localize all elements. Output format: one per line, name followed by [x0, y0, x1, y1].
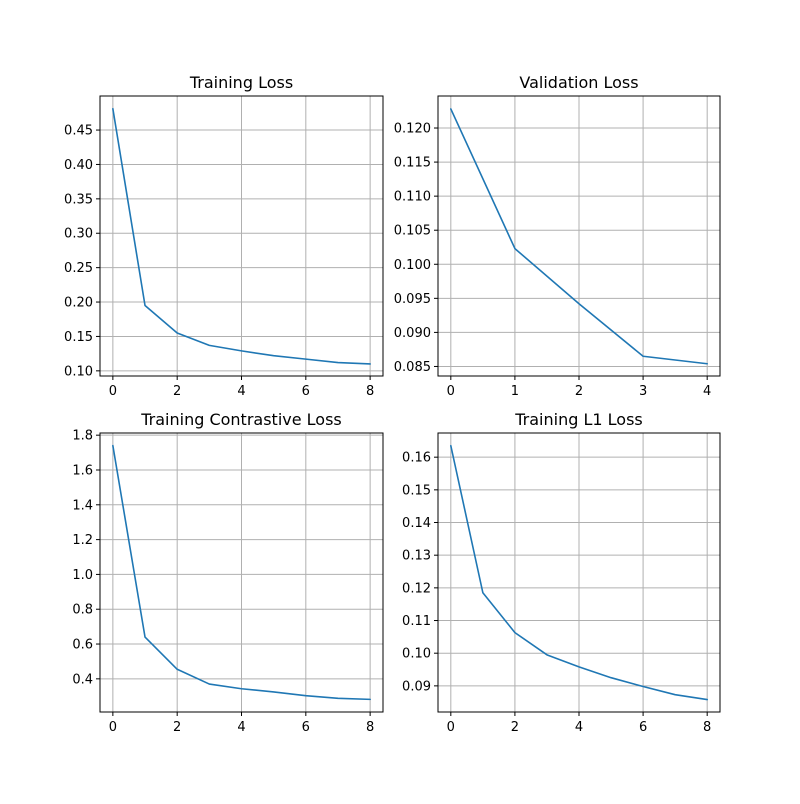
y-tick-label: 0.115 [394, 156, 431, 171]
grid-group [438, 96, 720, 376]
ticks-group: 0 2 4 6 8 0.10 0.15 0.20 0.25 0.30 0.35 0.40 0.45 [64, 124, 374, 399]
panel-training-contrastive-loss: 0 2 4 6 8 0.4 0.6 0.8 1.0 1.2 1.4 1.6 1.8 Training C… [72, 410, 384, 735]
x-tick-label: 8 [703, 720, 711, 735]
y-tick-label: 0.085 [394, 360, 431, 375]
x-tick-label: 4 [575, 720, 583, 735]
y-tick-label: 0.095 [394, 292, 431, 307]
y-tick-label: 0.20 [64, 296, 93, 311]
series-line [112, 107, 371, 365]
y-tick-label: 0.25 [64, 261, 93, 276]
x-tick-label: 4 [237, 720, 245, 735]
y-tick-label: 0.16 [402, 451, 431, 466]
panel-title: Validation Loss [519, 73, 638, 92]
x-tick-label: 2 [511, 720, 519, 735]
y-tick-label: 0.40 [64, 158, 93, 173]
y-tick-label: 1.0 [72, 568, 93, 583]
y-tick-label: 0.10 [64, 364, 93, 379]
y-tick-label: 0.11 [402, 614, 431, 629]
ticks-group: 0 2 4 6 8 0.09 0.10 0.11 0.12 0.13 0.14 0.15 0.16 [402, 451, 711, 735]
grid-group [438, 433, 720, 712]
y-tick-label: 0.45 [64, 124, 93, 139]
x-tick-label: 6 [302, 720, 310, 735]
y-tick-label: 0.15 [64, 330, 93, 345]
x-tick-label: 1 [511, 384, 519, 399]
panel-training-loss: 0 2 4 6 8 0.10 0.15 0.20 0.25 0.30 0.35 0.40 0.45 Tr… [64, 73, 384, 399]
x-tick-label: 3 [639, 384, 647, 399]
x-tick-label: 0 [447, 720, 455, 735]
y-tick-label: 0.09 [402, 679, 431, 694]
y-tick-label: 0.35 [64, 192, 93, 207]
x-tick-label: 0 [109, 384, 117, 399]
panel-title: Training L1 Loss [514, 410, 643, 429]
y-tick-label: 1.2 [72, 533, 93, 548]
y-tick-label: 0.110 [394, 190, 431, 205]
y-tick-label: 0.15 [402, 483, 431, 498]
y-tick-label: 1.6 [72, 463, 93, 478]
ticks-group: 0 2 4 6 8 0.4 0.6 0.8 1.0 1.2 1.4 1.6 1.8 [72, 429, 374, 735]
y-tick-label: 0.120 [394, 122, 431, 137]
y-tick-label: 0.090 [394, 326, 431, 341]
x-tick-label: 6 [302, 384, 310, 399]
grid-group [100, 433, 383, 712]
x-tick-label: 0 [447, 384, 455, 399]
x-tick-label: 8 [366, 720, 374, 735]
y-tick-label: 0.10 [402, 647, 431, 662]
y-tick-label: 0.6 [72, 638, 93, 653]
x-tick-label: 4 [237, 384, 245, 399]
series-line [450, 108, 708, 365]
panel-validation-loss: 0 1 2 3 4 0.085 0.090 0.095 0.100 0.105 0.110 0.115… [394, 73, 721, 399]
y-tick-label: 0.12 [402, 581, 431, 596]
series-line [450, 444, 708, 701]
x-tick-label: 8 [366, 384, 374, 399]
ticks-group: 0 1 2 3 4 0.085 0.090 0.095 0.100 0.105 0.110 0.115… [394, 122, 712, 399]
y-tick-label: 0.13 [402, 549, 431, 564]
y-tick-label: 0.30 [64, 227, 93, 242]
panel-training-l1-loss: 0 2 4 6 8 0.09 0.10 0.11 0.12 0.13 0.14 0.15 0.16 Tr… [402, 410, 721, 735]
x-tick-label: 4 [703, 384, 711, 399]
panel-title: Training Contrastive Loss [140, 410, 342, 429]
x-tick-label: 0 [109, 720, 117, 735]
x-tick-label: 6 [639, 720, 647, 735]
y-tick-label: 1.8 [72, 429, 93, 444]
y-tick-label: 0.14 [402, 516, 431, 531]
y-tick-label: 0.8 [72, 603, 93, 618]
x-tick-label: 2 [173, 384, 181, 399]
grid-group [100, 96, 383, 376]
panel-title: Training Loss [189, 73, 293, 92]
y-tick-label: 0.105 [394, 224, 431, 239]
y-tick-label: 0.4 [72, 672, 93, 687]
x-tick-label: 2 [575, 384, 583, 399]
series-line [112, 444, 371, 701]
x-tick-label: 2 [173, 720, 181, 735]
y-tick-label: 0.100 [394, 258, 431, 273]
y-tick-label: 1.4 [72, 498, 93, 513]
